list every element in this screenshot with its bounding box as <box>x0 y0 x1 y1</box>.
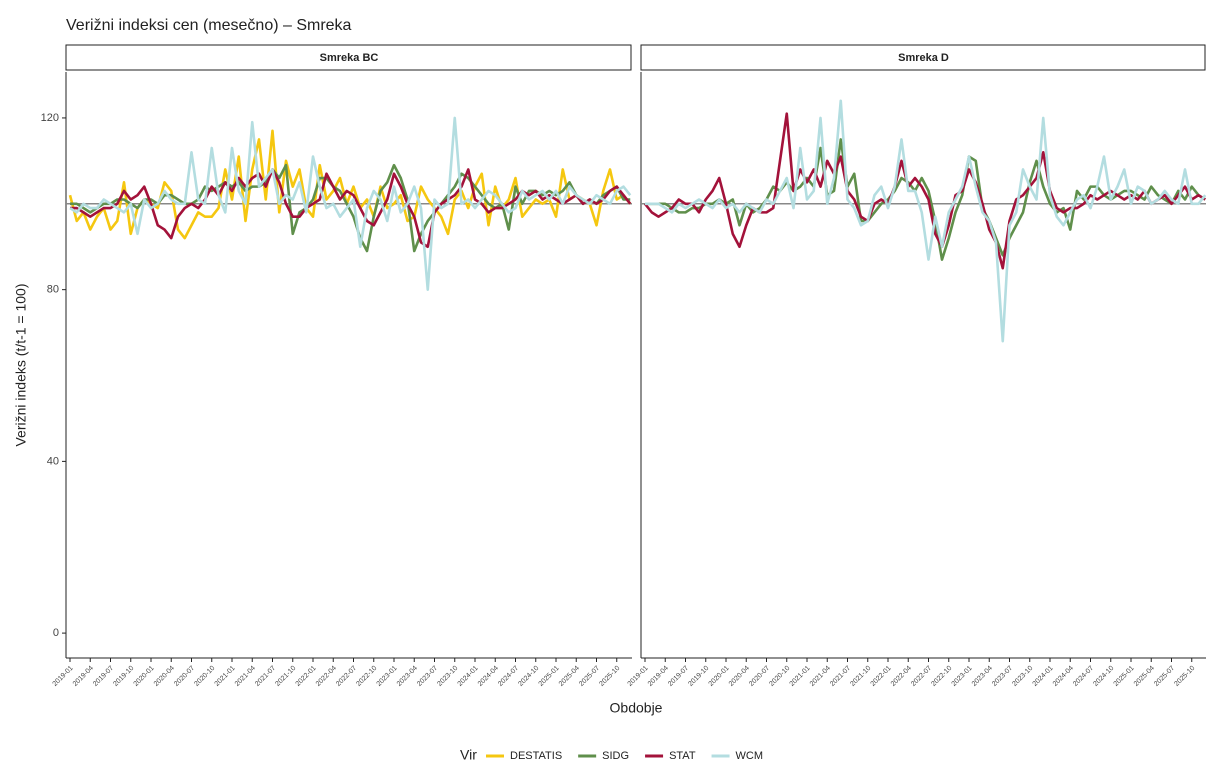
facet-strip <box>640 44 1206 71</box>
x-tick-label: 2021-01 <box>789 665 812 688</box>
x-tick-label: 2020-01 <box>708 665 731 688</box>
x-tick-label: 2020-04 <box>728 665 751 688</box>
x-tick-label: 2020-10 <box>768 665 791 688</box>
x-tick-label: 2024-07 <box>497 665 520 688</box>
x-tick-label: 2023-10 <box>1011 665 1034 688</box>
x-tick-label: 2025-07 <box>1153 665 1176 688</box>
x-tick-label: 2019-10 <box>687 665 710 688</box>
y-tick-label: 0 <box>53 627 59 639</box>
x-tick-label: 2023-04 <box>396 665 419 688</box>
series-line <box>70 168 632 249</box>
x-tick-label: 2022-01 <box>870 665 893 688</box>
series-line <box>645 99 1206 343</box>
x-tick-label: 2020-07 <box>748 665 771 688</box>
legend-label: SIDG <box>602 750 629 762</box>
x-tick-label: 2021-04 <box>234 665 257 688</box>
x-tick-label: 2019-01 <box>52 665 75 688</box>
x-tick-label: 2024-04 <box>1052 665 1075 688</box>
x-tick-label: 2023-04 <box>971 665 994 688</box>
x-tick-label: 2025-10 <box>1173 665 1196 688</box>
legend-title: Vir <box>460 747 477 763</box>
x-tick-label: 2022-04 <box>315 665 338 688</box>
y-tick-label: 40 <box>47 455 59 467</box>
x-tick-label: 2021-07 <box>829 665 852 688</box>
x-tick-label: 2022-01 <box>295 665 318 688</box>
x-axis-label: Obdobje <box>610 700 663 716</box>
x-tick-label: 2024-01 <box>1032 665 1055 688</box>
y-axis-label: Verižni indeks (t/t-1 = 100) <box>13 283 29 446</box>
x-tick-label: 2022-10 <box>930 665 953 688</box>
x-tick-label: 2021-01 <box>214 665 237 688</box>
x-tick-label: 2019-10 <box>112 665 135 688</box>
facet-title: Smreka D <box>898 52 949 64</box>
x-tick-label: 2024-04 <box>477 665 500 688</box>
chart-title: Verižni indeksi cen (mesečno) – Smreka <box>66 17 352 34</box>
series-line <box>643 112 1206 270</box>
y-tick-label: 120 <box>41 112 59 124</box>
x-tick-label: 2021-07 <box>254 665 277 688</box>
x-tick-label: 2023-10 <box>436 665 459 688</box>
x-tick-label: 2020-04 <box>153 665 176 688</box>
x-tick-label: 2019-04 <box>72 665 95 688</box>
x-tick-label: 2020-07 <box>173 665 196 688</box>
x-tick-label: 2022-04 <box>890 665 913 688</box>
x-tick-label: 2025-10 <box>598 665 621 688</box>
legend-label: DESTATIS <box>510 750 562 762</box>
series-line <box>70 163 631 253</box>
x-tick-label: 2022-10 <box>355 665 378 688</box>
x-tick-label: 2020-10 <box>193 665 216 688</box>
x-tick-label: 2025-01 <box>1113 665 1136 688</box>
legend-label: STAT <box>669 750 696 762</box>
facet-strip <box>65 44 632 71</box>
x-tick-label: 2022-07 <box>910 665 933 688</box>
x-tick-label: 2019-07 <box>92 665 115 688</box>
x-tick-label: 2024-10 <box>517 665 540 688</box>
x-tick-label: 2019-07 <box>667 665 690 688</box>
x-tick-label: 2022-07 <box>335 665 358 688</box>
x-tick-label: 2023-01 <box>376 665 399 688</box>
x-tick-label: 2023-07 <box>991 665 1014 688</box>
x-tick-label: 2025-07 <box>578 665 601 688</box>
x-tick-label: 2025-04 <box>1133 665 1156 688</box>
x-tick-label: 2021-04 <box>809 665 832 688</box>
x-tick-label: 2019-04 <box>647 665 670 688</box>
x-tick-label: 2023-01 <box>951 665 974 688</box>
x-tick-label: 2025-01 <box>538 665 561 688</box>
legend-label: WCM <box>736 750 764 762</box>
x-tick-label: 2024-10 <box>1092 665 1115 688</box>
x-tick-label: 2024-01 <box>457 665 480 688</box>
x-tick-label: 2021-10 <box>849 665 872 688</box>
x-tick-label: 2024-07 <box>1072 665 1095 688</box>
x-tick-label: 2025-04 <box>558 665 581 688</box>
x-tick-label: 2021-10 <box>274 665 297 688</box>
x-tick-label: 2023-07 <box>416 665 439 688</box>
series-line <box>68 129 632 240</box>
series-line <box>69 116 632 291</box>
facet-title: Smreka BC <box>320 52 379 64</box>
x-tick-label: 2019-01 <box>627 665 650 688</box>
x-tick-label: 2020-01 <box>133 665 156 688</box>
y-tick-label: 80 <box>47 284 59 296</box>
